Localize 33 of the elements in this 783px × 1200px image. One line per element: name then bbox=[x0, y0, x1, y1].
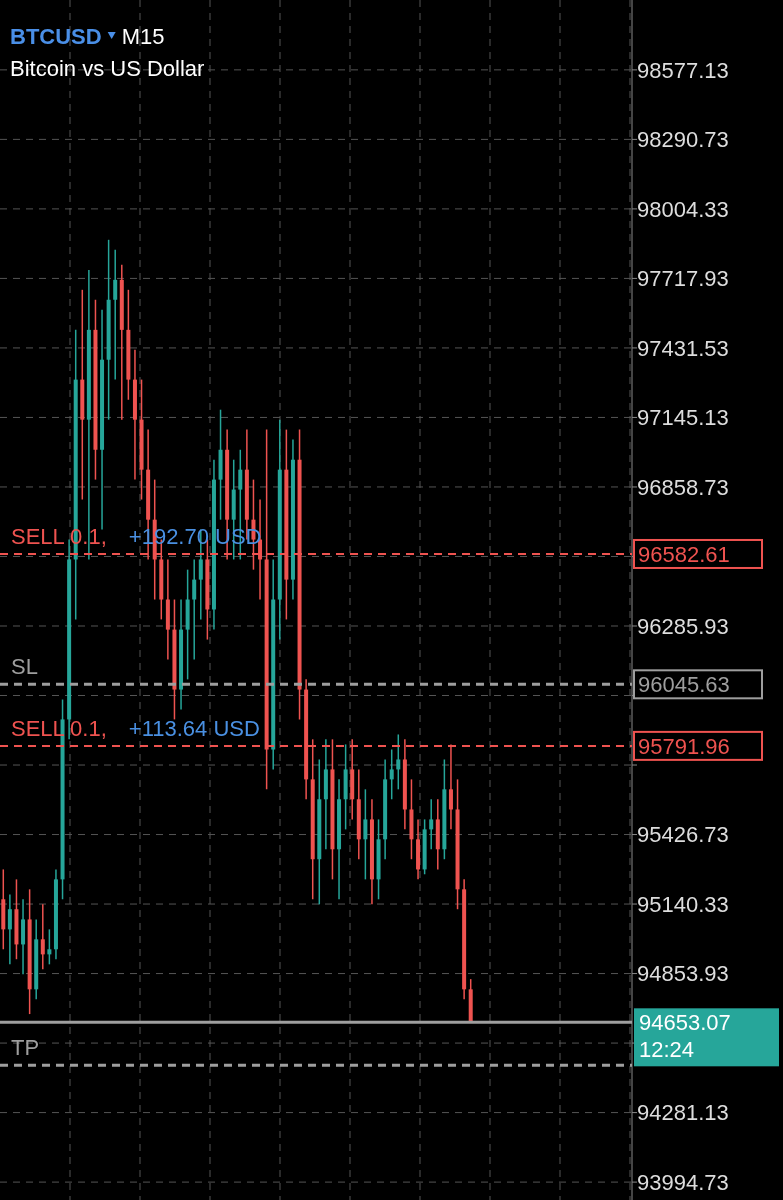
candlestick bbox=[40, 903, 45, 970]
ref-line-label: 96582.61 bbox=[638, 541, 730, 567]
annotation: TP bbox=[11, 1035, 40, 1061]
candlestick bbox=[192, 558, 197, 661]
ref-line-label: 96045.63 bbox=[638, 672, 730, 698]
text: BTCUSD bbox=[10, 24, 102, 49]
y-tick-label: 98577.13 bbox=[637, 57, 729, 83]
text: 12:24 bbox=[639, 1037, 695, 1063]
y-tick-label: 93994.73 bbox=[637, 1169, 729, 1195]
y-tick-label: 96858.73 bbox=[637, 474, 729, 500]
y-tick-label: 96285.93 bbox=[637, 613, 729, 639]
y-tick-label: 95426.73 bbox=[637, 822, 729, 848]
y-tick-label: 97717.93 bbox=[637, 266, 729, 292]
y-tick-label: 95140.33 bbox=[637, 891, 729, 917]
text: Bitcoin vs US Dollar bbox=[10, 56, 205, 81]
candlestick bbox=[47, 928, 52, 966]
ref-line-label: 95791.96 bbox=[638, 733, 730, 759]
ref-line-label: 94653.07 bbox=[639, 1010, 731, 1036]
y-tick-label: 97431.53 bbox=[637, 335, 729, 361]
annotation: SL bbox=[11, 654, 38, 680]
candlestick bbox=[389, 748, 394, 801]
y-tick-label: 98004.33 bbox=[637, 196, 729, 222]
candlestick bbox=[113, 249, 118, 381]
y-tick-label: 98290.73 bbox=[637, 127, 729, 153]
candlestick bbox=[429, 798, 434, 851]
annotation: +113.64 USD bbox=[128, 715, 260, 741]
y-tick-label: 94281.13 bbox=[637, 1100, 729, 1126]
candlestick bbox=[7, 893, 12, 966]
annotation: M15 bbox=[121, 24, 165, 49]
candlestick bbox=[396, 733, 401, 791]
y-tick-label: 97145.13 bbox=[637, 405, 729, 431]
y-tick-label: 94853.93 bbox=[637, 961, 729, 987]
candlestick bbox=[363, 788, 368, 881]
